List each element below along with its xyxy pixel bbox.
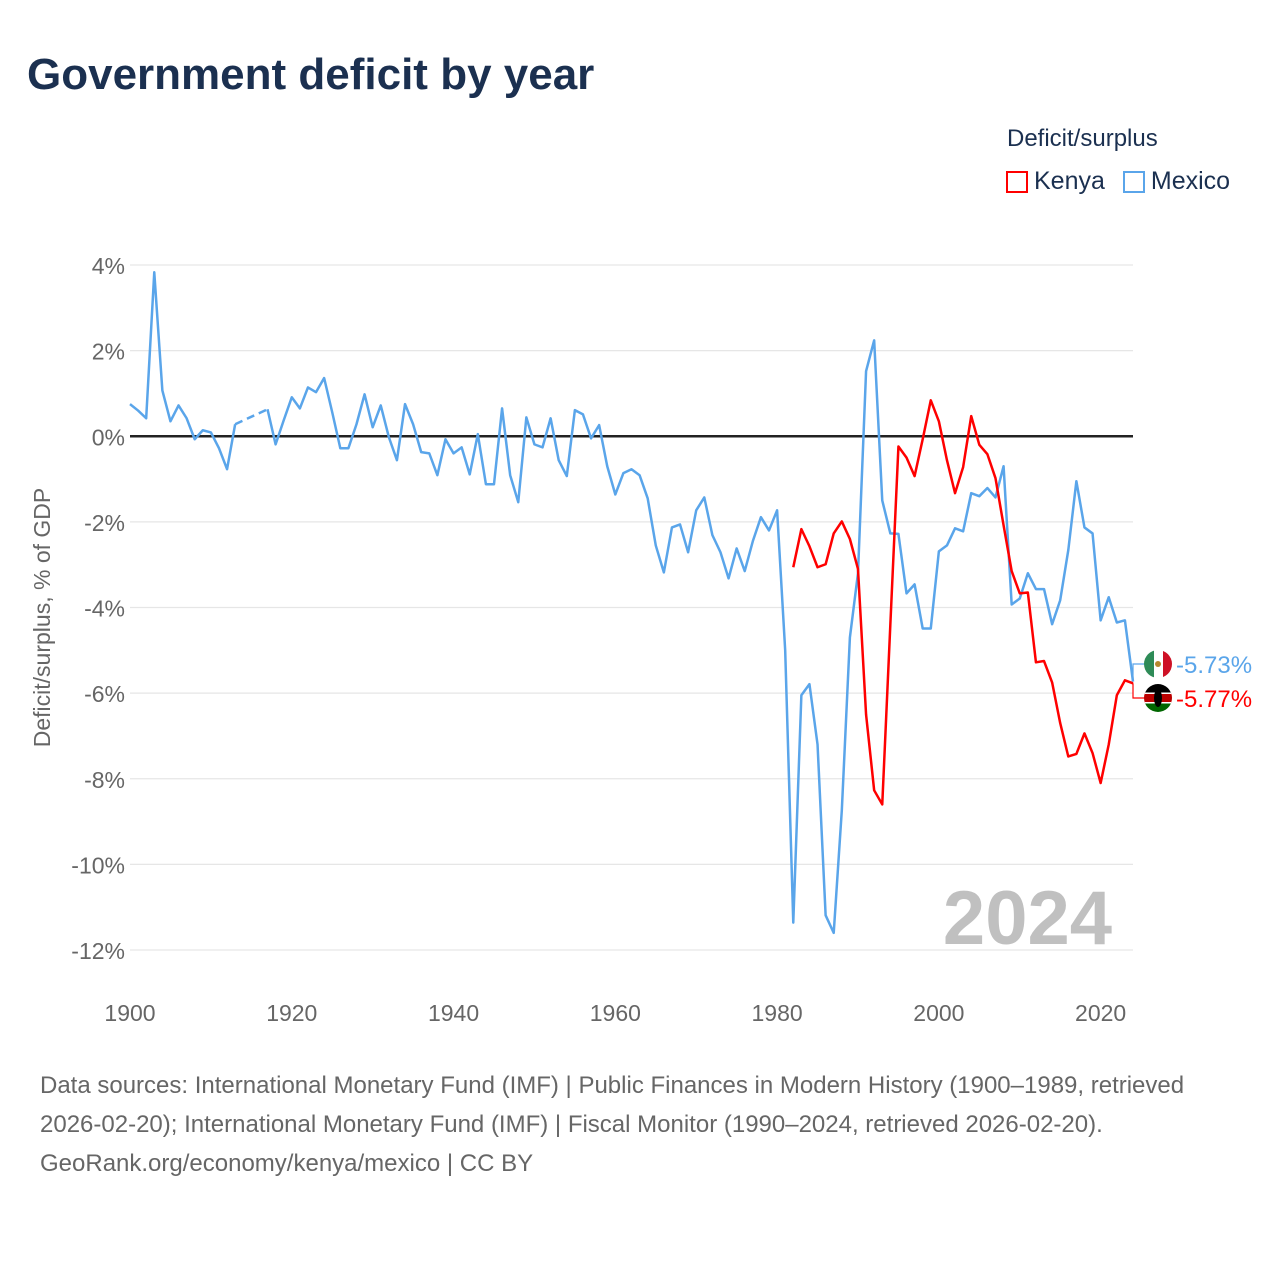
end-connector-mexico	[1132, 663, 1145, 682]
x-tick-label: 1980	[752, 1000, 803, 1026]
end-connector-kenya	[1132, 683, 1145, 699]
legend-swatch-kenya	[1006, 170, 1028, 193]
legend-item-mexico[interactable]: Mexico	[1122, 167, 1231, 196]
x-tick-label: 2020	[1075, 1000, 1126, 1026]
flag-kenya-icon	[1144, 684, 1172, 712]
y-tick-label: -2%	[84, 510, 125, 536]
y-axis-label: Deficit/surplus, % of GDP	[29, 488, 55, 747]
y-tick-label: -6%	[84, 681, 125, 707]
x-tick-label: 2000	[913, 1000, 964, 1026]
y-tick-label: -8%	[84, 767, 125, 793]
x-tick-label: 1920	[266, 1000, 317, 1026]
series-line-kenya	[792, 399, 1134, 806]
footer: Data sources: International Monetary Fun…	[40, 1066, 1240, 1183]
chart-plot: 4% 2% 0% -2% -4% -6% -8% -10% -12% 1900 1920 1940 19…	[29, 253, 1252, 1026]
chart-title: Government deficit by year	[27, 50, 595, 99]
y-tick-label: -10%	[71, 852, 125, 878]
x-tick-label: 1900	[104, 1000, 155, 1026]
legend-label-mexico: Mexico	[1150, 167, 1231, 195]
series-line-mexico	[129, 271, 237, 471]
legend-item-kenya[interactable]: Kenya	[1006, 167, 1105, 196]
series-gap-mexico	[234, 408, 269, 426]
x-tick-label: 1940	[428, 1000, 479, 1026]
legend-swatch-mexico	[1122, 170, 1145, 193]
legend-title: Deficit/surplus	[1007, 125, 1158, 152]
end-label-kenya: -5.77%	[1176, 686, 1252, 713]
y-tick-label: 2%	[92, 339, 125, 365]
flag-mexico-icon	[1144, 650, 1172, 678]
y-tick-label: -12%	[71, 938, 125, 964]
data-sources: Data sources: International Monetary Fun…	[40, 1072, 1185, 1138]
x-tick-label: 1960	[590, 1000, 641, 1026]
credit-link[interactable]: GeoRank.org/economy/kenya/mexico | CC BY	[40, 1150, 534, 1177]
y-tick-label: 0%	[92, 424, 125, 450]
y-tick-label: 4%	[92, 253, 125, 279]
legend: Kenya Mexico	[1006, 167, 1230, 196]
end-label-mexico: -5.73%	[1176, 652, 1252, 679]
year-watermark: 2024	[943, 876, 1112, 961]
y-tick-label: -4%	[84, 596, 125, 622]
series-line-mexico	[266, 339, 1135, 935]
legend-label-kenya: Kenya	[1034, 167, 1105, 195]
